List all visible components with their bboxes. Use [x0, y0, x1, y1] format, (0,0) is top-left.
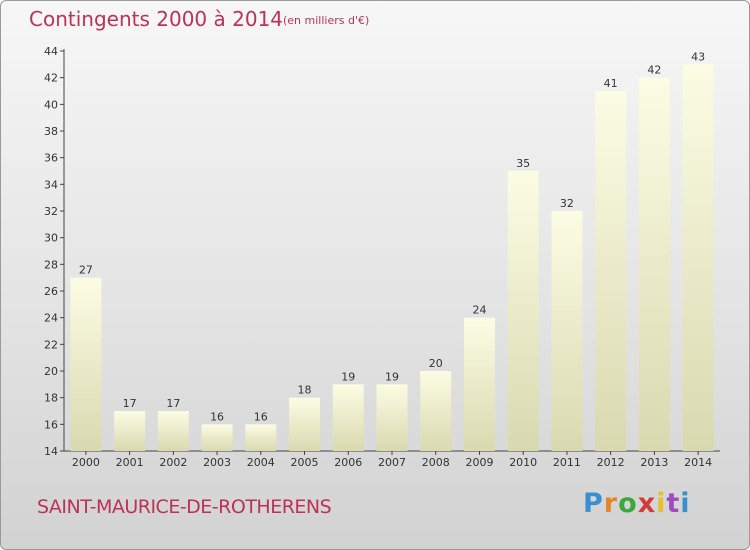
- y-tick-label: 16: [44, 418, 58, 431]
- bar: [289, 397, 321, 451]
- x-tick-label: 2004: [247, 456, 275, 469]
- y-tick-label: 14: [44, 445, 58, 458]
- axes: 14 16 18 20 22 24 26 28 30 32 34 36 38 40 42 44 2000 2001…: [44, 45, 720, 469]
- bar-value-label: 17: [166, 397, 180, 410]
- y-tick-label: 38: [44, 125, 58, 138]
- bar-value-label: 20: [429, 357, 443, 370]
- bar-value-label: 24: [472, 304, 486, 317]
- bar-value-label: 16: [254, 410, 268, 423]
- bar-value-label: 27: [79, 264, 93, 277]
- bar-value-label: 32: [560, 197, 574, 210]
- chart-title: Contingents 2000 à 2014: [29, 7, 284, 31]
- bar: [114, 411, 146, 451]
- proxiti-logo[interactable]: Proxiti: [583, 488, 691, 519]
- logo-letter: r: [603, 488, 619, 519]
- bar: [332, 384, 364, 451]
- x-tick-label: 2008: [422, 456, 450, 469]
- x-tick-label: 2000: [72, 456, 100, 469]
- bar: [70, 277, 102, 451]
- bar-value-label: 19: [385, 370, 399, 383]
- bar: [507, 171, 539, 451]
- x-tick-label: 2007: [378, 456, 406, 469]
- bar: [595, 91, 627, 451]
- bar-value-label: 42: [647, 64, 661, 77]
- bar: [682, 64, 714, 452]
- logo-letter: t: [666, 488, 681, 519]
- y-tick-label: 36: [44, 152, 58, 165]
- y-tick-label: 26: [44, 285, 58, 298]
- chart-subtitle: (en milliers d'€): [283, 14, 370, 27]
- y-tick-label: 30: [44, 232, 58, 245]
- bar-value-label: 19: [341, 370, 355, 383]
- logo-letter: i: [656, 488, 667, 519]
- bar-value-label: 41: [604, 77, 618, 90]
- y-tick-label: 22: [44, 338, 58, 351]
- bar-value-label: 17: [123, 397, 137, 410]
- y-tick-label: 28: [44, 258, 58, 271]
- bar-value-label: 35: [516, 157, 530, 170]
- logo-letter: x: [637, 488, 657, 519]
- y-tick-label: 20: [44, 365, 58, 378]
- x-tick-label: 2012: [597, 456, 625, 469]
- x-tick-label: 2003: [203, 456, 231, 469]
- x-tick-label: 2001: [116, 456, 144, 469]
- bar-value-label: 16: [210, 410, 224, 423]
- y-tick-label: 34: [44, 178, 58, 191]
- bar: [463, 317, 495, 451]
- bar-value-label: 43: [691, 50, 705, 63]
- bar: [638, 77, 670, 452]
- x-tick-label: 2006: [334, 456, 362, 469]
- bar: [420, 371, 452, 451]
- bar: [551, 211, 583, 451]
- x-tick-label: 2009: [465, 456, 493, 469]
- x-tick-label: 2014: [684, 456, 712, 469]
- x-tick-label: 2011: [553, 456, 581, 469]
- x-tick-label: 2010: [509, 456, 537, 469]
- y-tick-label: 44: [44, 45, 58, 58]
- y-tick-label: 18: [44, 392, 58, 405]
- commune-name: SAINT-MAURICE-DE-ROTHERENS: [37, 496, 332, 518]
- x-tick-label: 2002: [159, 456, 187, 469]
- y-tick-label: 40: [44, 98, 58, 111]
- bar: [376, 384, 408, 451]
- bar: [201, 424, 233, 451]
- logo-letter: o: [618, 488, 638, 519]
- x-tick-label: 2005: [291, 456, 319, 469]
- bar: [245, 424, 277, 451]
- x-tick-label: 2013: [640, 456, 668, 469]
- bars: 27 17 17 16 16 18 19 19 20 24 35 32 41 42 43: [70, 50, 714, 452]
- y-tick-label: 32: [44, 205, 58, 218]
- logo-letter: P: [583, 488, 604, 519]
- y-tick-label: 42: [44, 72, 58, 85]
- bar: [157, 411, 189, 451]
- y-tick-label: 24: [44, 312, 58, 325]
- logo-letter: i: [680, 488, 691, 519]
- bar-value-label: 18: [298, 384, 312, 397]
